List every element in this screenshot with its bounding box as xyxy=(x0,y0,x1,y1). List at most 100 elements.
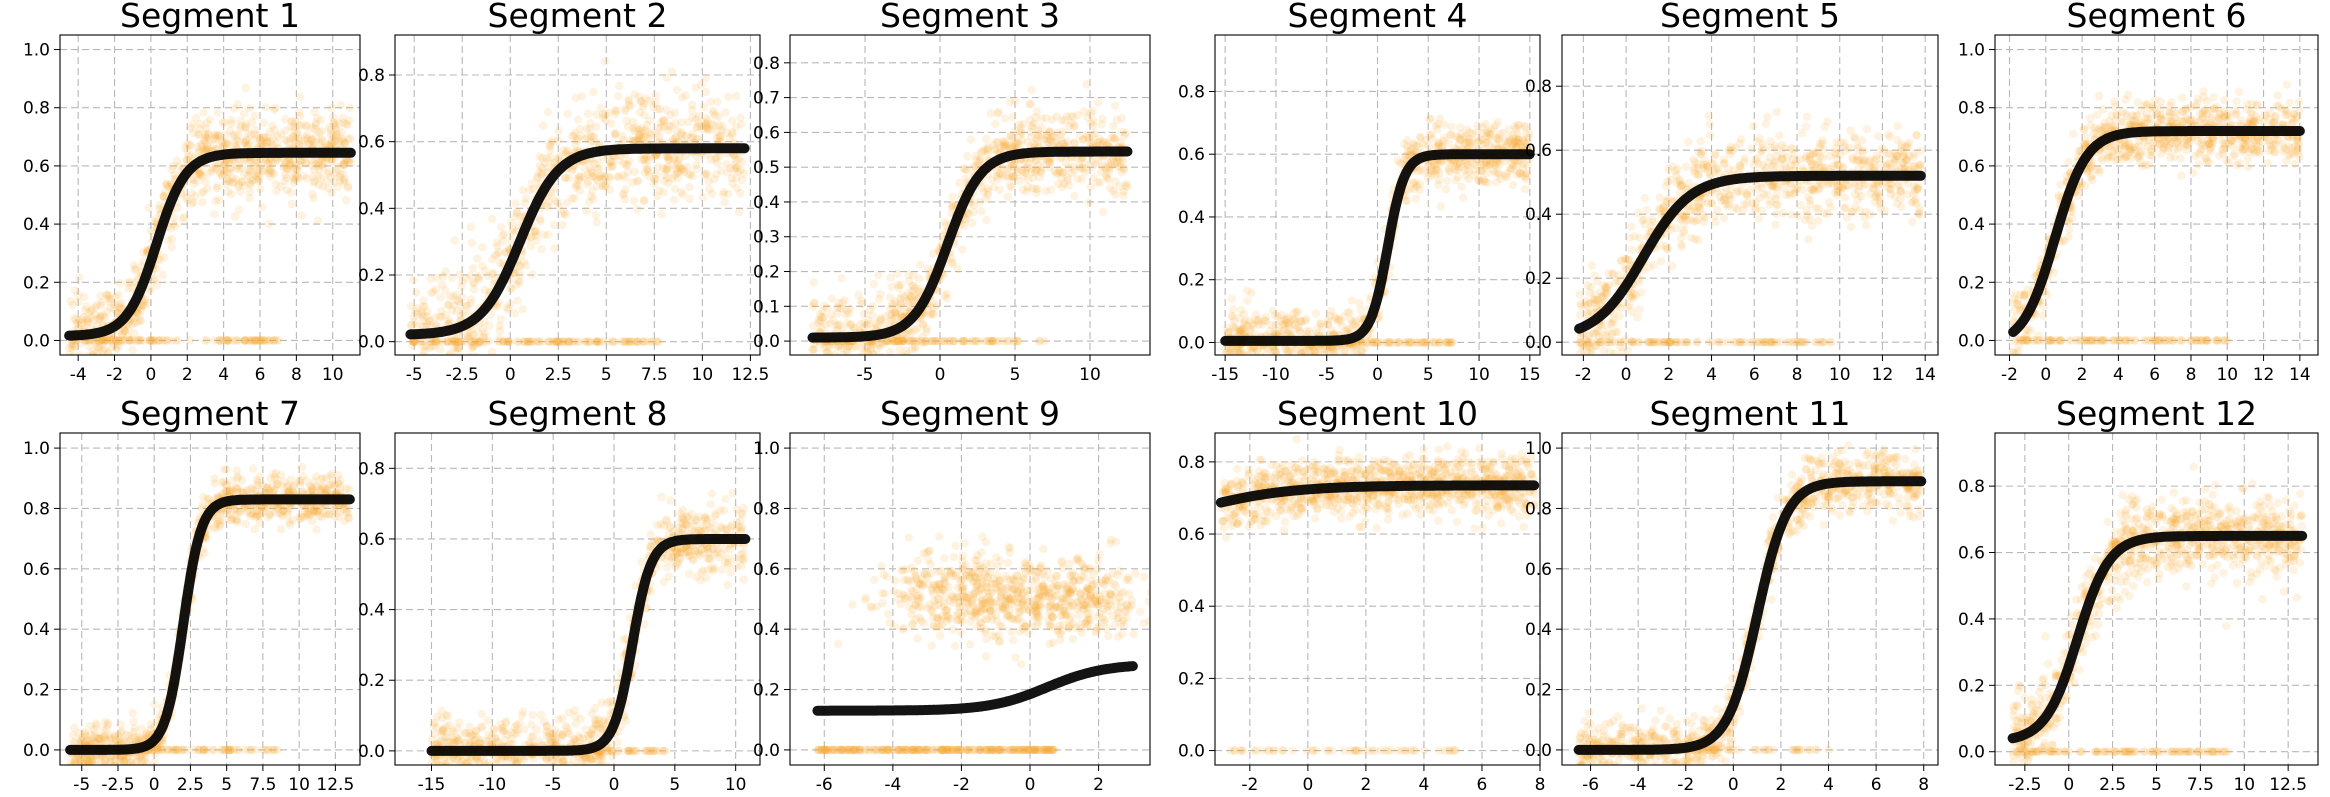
scatter-point xyxy=(600,173,609,182)
scatter-point xyxy=(872,322,882,331)
scatter-point xyxy=(466,295,476,304)
scatter-point xyxy=(173,336,183,345)
scatter-point xyxy=(1892,199,1902,208)
scatter-point xyxy=(850,324,860,333)
scatter-point xyxy=(664,126,673,135)
scatter-point xyxy=(71,342,80,351)
scatter-point xyxy=(133,317,142,327)
scatter-point xyxy=(971,336,980,346)
scatter-point xyxy=(908,296,917,305)
scatter-point xyxy=(246,156,255,165)
scatter-point xyxy=(101,313,110,322)
scatter-point xyxy=(1101,165,1111,174)
y-tick-label: 0.4 xyxy=(1178,208,1205,228)
scatter-point xyxy=(504,337,513,346)
scatter-point xyxy=(82,302,91,311)
scatter-point xyxy=(95,314,105,323)
scatter-point xyxy=(188,120,197,129)
scatter-point xyxy=(816,316,825,326)
scatter-point xyxy=(1435,338,1445,347)
scatter-point xyxy=(619,337,628,346)
x-tick-label: 5 xyxy=(601,365,612,385)
scatter-point xyxy=(960,336,969,346)
scatter-point xyxy=(824,367,832,375)
scatter-point xyxy=(96,336,106,345)
scatter-point xyxy=(148,336,158,345)
scatter-point xyxy=(330,120,340,130)
scatter-point xyxy=(227,119,236,128)
scatter-point xyxy=(443,337,452,346)
scatter-point xyxy=(631,123,640,133)
scatter-point xyxy=(264,219,274,228)
scatter-point xyxy=(103,348,113,355)
scatter-point xyxy=(256,140,265,149)
scatter-point xyxy=(344,182,353,191)
scatter-point xyxy=(406,302,416,311)
scatter-point xyxy=(1016,123,1025,132)
scatter-point xyxy=(453,307,462,316)
scatter-point xyxy=(495,334,504,343)
scatter-point xyxy=(146,226,156,236)
scatter-point xyxy=(999,139,1009,148)
scatter-point xyxy=(1634,208,1643,217)
scatter-point xyxy=(845,359,853,367)
scatter-point xyxy=(660,177,669,186)
scatter-point xyxy=(968,336,978,346)
scatter-point xyxy=(1230,348,1239,355)
scatter-point xyxy=(837,274,846,283)
scatter-point xyxy=(408,337,418,346)
scatter-point xyxy=(1339,346,1349,355)
scatter-point xyxy=(196,170,205,179)
scatter-point xyxy=(520,337,530,346)
scatter-point xyxy=(655,104,665,114)
scatter-point xyxy=(236,156,245,166)
scatter-point xyxy=(550,244,559,253)
scatter-point xyxy=(271,179,280,189)
scatter-point xyxy=(1109,122,1118,131)
scatter-point xyxy=(1851,156,1861,165)
scatter-point xyxy=(1306,355,1314,363)
scatter-point xyxy=(592,337,601,346)
scatter-point xyxy=(694,119,703,128)
scatter-point xyxy=(440,285,450,295)
scatter-point xyxy=(990,145,1000,154)
scatter-point xyxy=(1310,346,1320,355)
scatter-point xyxy=(302,174,311,183)
scatter-point xyxy=(827,294,836,303)
scatter-point xyxy=(88,346,97,355)
scatter-point xyxy=(662,152,671,161)
scatter-point xyxy=(884,336,893,346)
scatter-point xyxy=(940,291,949,300)
scatter-point xyxy=(1322,344,1331,354)
scatter-point xyxy=(115,279,125,288)
scatter-point xyxy=(701,113,710,123)
y-tick-label: 0.1 xyxy=(753,297,780,317)
scatter-point xyxy=(1253,358,1261,366)
scatter-point xyxy=(619,136,628,145)
scatter-point xyxy=(846,304,855,313)
scatter-point xyxy=(575,172,584,181)
scatter-point xyxy=(702,119,711,128)
scatter-point xyxy=(504,305,513,314)
scatter-point xyxy=(327,103,336,113)
scatter-point xyxy=(209,336,219,345)
scatter-point xyxy=(447,337,456,346)
plot-area xyxy=(405,57,750,355)
scatter-point xyxy=(659,115,669,125)
scatter-point xyxy=(109,334,119,343)
scatter-point xyxy=(1031,184,1041,194)
scatter-point xyxy=(663,165,672,174)
scatter-point xyxy=(1010,336,1019,346)
scatter-point xyxy=(455,337,464,346)
scatter-point xyxy=(407,320,416,329)
scatter-point xyxy=(240,336,249,345)
scatter-point xyxy=(449,336,458,345)
scatter-point xyxy=(1445,167,1455,177)
scatter-point xyxy=(117,330,127,339)
scatter-point xyxy=(198,198,207,207)
scatter-point xyxy=(222,336,232,345)
scatter-point xyxy=(333,183,342,192)
scatter-point xyxy=(1058,139,1068,148)
scatter-point xyxy=(590,159,599,169)
scatter-point xyxy=(564,173,573,183)
